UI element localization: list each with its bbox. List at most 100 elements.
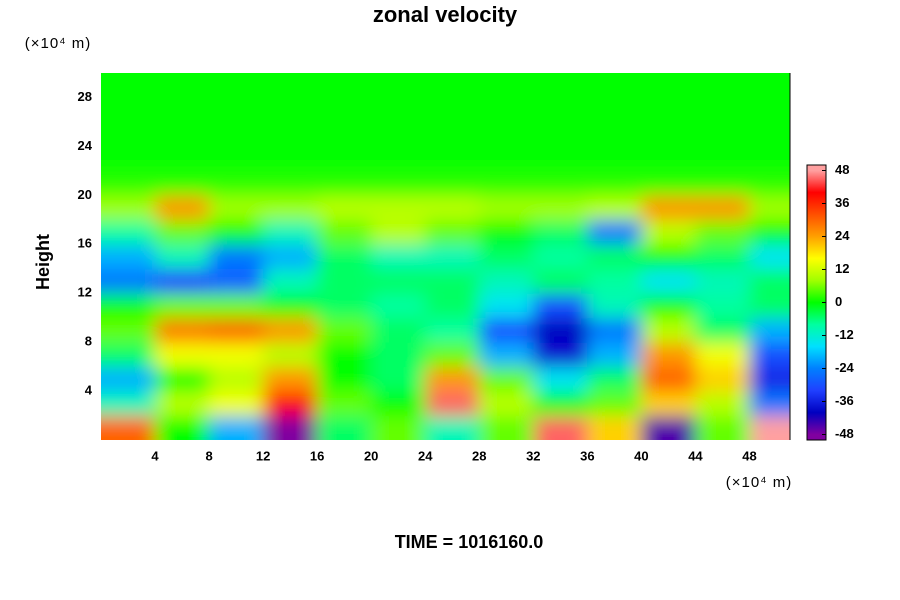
heat-cell <box>533 170 588 196</box>
heat-cell <box>101 170 156 196</box>
heat-cell <box>479 391 534 417</box>
y-tick-label: 24 <box>78 138 93 153</box>
heat-cell <box>749 97 790 123</box>
heat-cell <box>263 415 318 440</box>
heat-cell <box>101 146 156 172</box>
heat-cell <box>749 219 790 245</box>
heat-cell <box>371 293 426 319</box>
heat-cell <box>425 317 480 343</box>
heat-cell <box>371 317 426 343</box>
x-tick-label: 20 <box>364 448 378 463</box>
heat-cell <box>155 342 210 368</box>
heat-cell <box>587 146 642 172</box>
heat-cell <box>695 244 750 270</box>
y-unit: (×10⁴ m) <box>25 35 92 52</box>
heat-cell <box>101 219 156 245</box>
heat-cell <box>587 415 642 440</box>
heat-cell <box>263 195 318 221</box>
heat-cell <box>263 121 318 147</box>
footer-time: TIME = 1016160.0 <box>395 532 544 552</box>
heat-cell <box>371 73 426 98</box>
heat-cell <box>641 219 696 245</box>
heat-cell <box>371 219 426 245</box>
heat-cell <box>695 317 750 343</box>
heat-cell <box>263 366 318 392</box>
heat-cell <box>479 219 534 245</box>
heat-cell <box>749 317 790 343</box>
colorbar-tick-label: 36 <box>835 195 849 210</box>
heat-cell <box>425 391 480 417</box>
heat-cell <box>695 219 750 245</box>
heat-cell <box>155 366 210 392</box>
heat-cell <box>641 342 696 368</box>
heat-cell <box>587 121 642 147</box>
y-tick-label: 28 <box>78 89 92 104</box>
heat-cell <box>317 170 372 196</box>
heat-cell <box>101 293 156 319</box>
x-tick-label: 12 <box>256 448 270 463</box>
heat-cell <box>641 415 696 440</box>
heat-cell <box>641 268 696 294</box>
heat-cell <box>425 73 480 98</box>
heat-cell <box>641 366 696 392</box>
heat-cell <box>425 366 480 392</box>
x-tick-label: 4 <box>151 448 159 463</box>
heat-cell <box>695 293 750 319</box>
heat-cell <box>317 219 372 245</box>
y-tick-label: 12 <box>78 285 92 300</box>
colorbar-tick-label: -36 <box>835 393 854 408</box>
heat-cell <box>587 73 642 98</box>
heat-cell <box>101 342 156 368</box>
colorbar-tick-label: -12 <box>835 327 854 342</box>
heat-cell <box>101 244 156 270</box>
heat-cell <box>533 293 588 319</box>
heat-cell <box>425 415 480 440</box>
heat-cell <box>371 415 426 440</box>
heat-cell <box>101 97 156 123</box>
heat-cell <box>533 391 588 417</box>
heat-cell <box>263 219 318 245</box>
x-tick-label: 24 <box>418 448 433 463</box>
heat-cell <box>155 244 210 270</box>
colorbar-tick-label: 12 <box>835 261 849 276</box>
x-tick-label: 40 <box>634 448 648 463</box>
heat-cell <box>263 97 318 123</box>
heat-cell <box>209 195 264 221</box>
heat-cell <box>587 170 642 196</box>
heat-cell <box>155 415 210 440</box>
x-tick-label: 36 <box>580 448 594 463</box>
heat-cell <box>155 97 210 123</box>
heat-cell <box>425 97 480 123</box>
y-axis-label: Height <box>33 234 53 290</box>
heat-cell <box>641 121 696 147</box>
heat-cell <box>749 366 790 392</box>
heat-cell <box>695 268 750 294</box>
colorbar-tick-label: 0 <box>835 294 842 309</box>
heat-cell <box>371 121 426 147</box>
heat-cell <box>317 293 372 319</box>
heat-cell <box>263 244 318 270</box>
heat-cell <box>479 73 534 98</box>
heat-cell <box>209 366 264 392</box>
heat-cell <box>695 170 750 196</box>
heat-cell <box>695 366 750 392</box>
heat-cell <box>695 121 750 147</box>
heat-cell <box>209 317 264 343</box>
heat-cell <box>641 317 696 343</box>
x-tick-label: 28 <box>472 448 486 463</box>
heat-cell <box>695 342 750 368</box>
heat-cell <box>101 73 156 98</box>
heat-cell <box>101 366 156 392</box>
heat-cell <box>749 170 790 196</box>
heat-cell <box>101 391 156 417</box>
heat-cell <box>209 268 264 294</box>
heat-cell <box>641 97 696 123</box>
heat-cell <box>533 366 588 392</box>
heat-cell <box>587 195 642 221</box>
y-tick-label: 8 <box>85 334 92 349</box>
heat-cell <box>263 293 318 319</box>
heat-cell <box>371 244 426 270</box>
heat-cell <box>317 317 372 343</box>
colorbar-tick-label: -48 <box>835 426 854 441</box>
